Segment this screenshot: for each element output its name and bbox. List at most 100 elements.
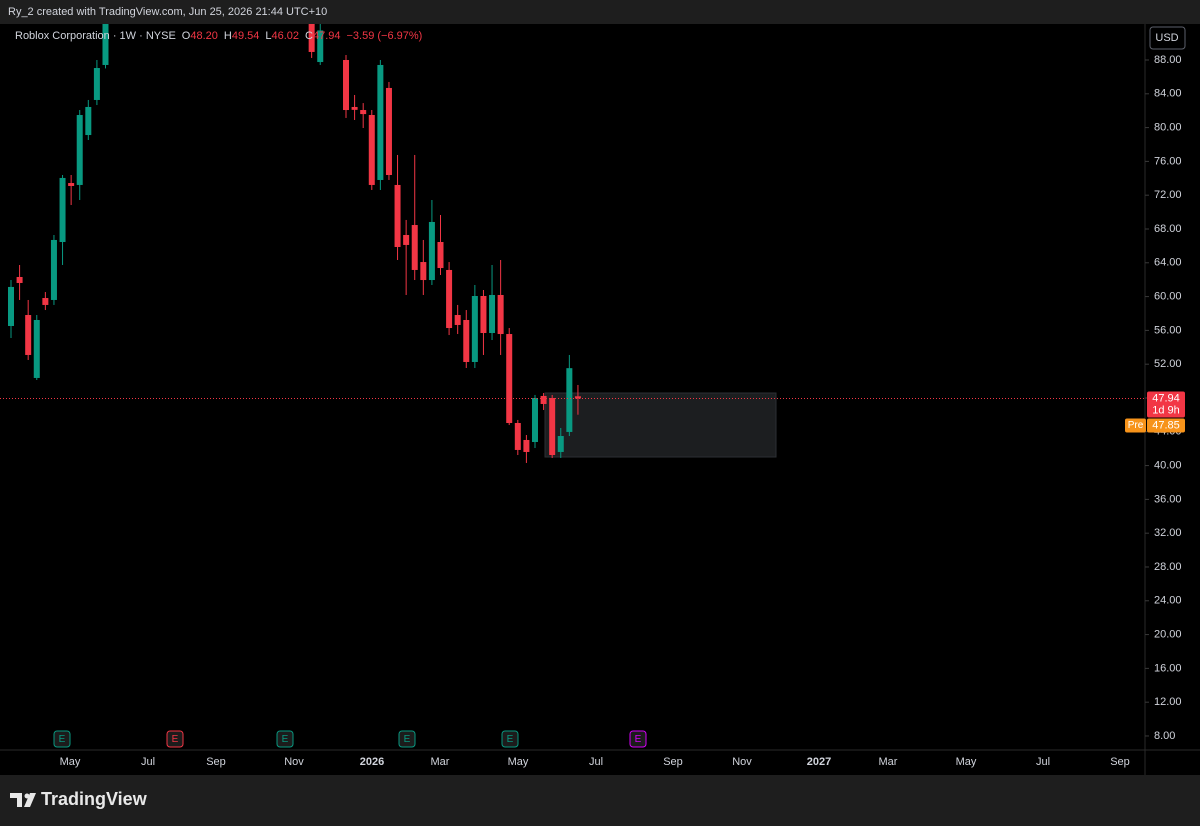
candle-body xyxy=(8,286,14,326)
y-tick-label: 8.00 xyxy=(1154,730,1175,742)
pre-badge xyxy=(1125,418,1146,433)
y-tick-label: 80.00 xyxy=(1154,121,1182,133)
candle-body xyxy=(411,225,418,270)
candle-body xyxy=(68,183,75,186)
candle-body xyxy=(540,395,547,404)
event-badge xyxy=(629,730,647,748)
legend-change: −3.59 (−6.97%) xyxy=(347,30,423,42)
x-tick-label: Mar xyxy=(879,756,898,768)
candle-body xyxy=(33,319,40,378)
candle-body xyxy=(343,59,350,111)
x-tick-label: Nov xyxy=(732,756,752,768)
brand: TradingView xyxy=(41,789,148,809)
candle-body xyxy=(557,436,564,452)
y-tick-label: 64.00 xyxy=(1154,257,1182,269)
candle-body xyxy=(93,68,100,100)
legend-key: C xyxy=(305,30,313,42)
banner: Ry_2 created with TradingView.com, Jun 2… xyxy=(8,6,327,18)
logo-mark xyxy=(10,793,36,807)
candle-body xyxy=(368,115,375,185)
y-tick-label: 40.00 xyxy=(1154,459,1182,471)
candle-body xyxy=(489,294,496,334)
candle-body xyxy=(377,64,384,180)
x-tick-label: Jul xyxy=(141,756,155,768)
y-tick-label: 28.00 xyxy=(1154,561,1182,573)
candle-body xyxy=(514,422,521,450)
y-tick-label: 60.00 xyxy=(1154,290,1182,302)
candle-body xyxy=(566,368,573,432)
legend-key: H xyxy=(224,30,232,42)
y-tick-label: 24.00 xyxy=(1154,595,1182,607)
candle-body xyxy=(76,115,83,185)
legend: Roblox Corporation · 1W · NYSE O48.20 H49.… xyxy=(15,30,422,42)
pre-price-label: 47.85 xyxy=(1152,419,1180,431)
currency[interactable]: USD xyxy=(1155,32,1178,44)
candle-body xyxy=(50,239,57,300)
legend-value: 47.94 xyxy=(313,30,341,42)
candle-body xyxy=(480,295,487,334)
candle-body xyxy=(574,396,581,399)
candle-body xyxy=(25,315,32,355)
x-tick-label: May xyxy=(508,756,529,768)
x-tick-label: Jul xyxy=(1036,756,1050,768)
candle-body xyxy=(16,276,23,283)
candle-body xyxy=(42,298,49,305)
candle-body xyxy=(385,87,392,175)
candles xyxy=(8,24,581,463)
y-tick-label: 32.00 xyxy=(1154,527,1182,539)
event-badge xyxy=(53,730,71,748)
event-badge xyxy=(501,730,519,748)
candle-body xyxy=(497,294,504,335)
pre-price-tag xyxy=(1147,418,1185,433)
event-badge xyxy=(276,730,294,748)
candle-body xyxy=(549,397,556,456)
symbol: Roblox Corporation · 1W · NYSE xyxy=(15,30,176,42)
last-price-tag xyxy=(1147,391,1185,418)
candle-body xyxy=(317,30,324,63)
event-label: E xyxy=(172,734,179,745)
candle-body xyxy=(428,221,435,281)
candle-body xyxy=(403,234,410,245)
y-tick-label: 68.00 xyxy=(1154,223,1182,235)
x-tick-label: Sep xyxy=(663,756,683,768)
currency-button[interactable] xyxy=(1149,26,1186,50)
x-tick-label: Sep xyxy=(206,756,226,768)
y-tick-label: 20.00 xyxy=(1154,628,1182,640)
candle-body xyxy=(360,110,367,115)
x-tick-label: May xyxy=(956,756,977,768)
event-label: E xyxy=(404,734,411,745)
candle-body xyxy=(437,242,444,269)
candle-body xyxy=(506,334,513,423)
candle-body xyxy=(446,269,453,329)
range-box xyxy=(544,392,777,458)
candle-body xyxy=(531,397,538,443)
event-label: E xyxy=(282,734,289,745)
x-tick-label: Mar xyxy=(431,756,450,768)
candle-body xyxy=(471,295,478,362)
y-tick-label: 76.00 xyxy=(1154,155,1182,167)
x-tick-label: Jul xyxy=(589,756,603,768)
x-tick-label: Sep xyxy=(1110,756,1130,768)
legend-key: O xyxy=(182,30,191,42)
y-tick-label: 72.00 xyxy=(1154,189,1182,201)
x-tick-label: Nov xyxy=(284,756,304,768)
pre-label: Pre xyxy=(1128,420,1144,431)
x-tick-label: 2026 xyxy=(360,756,384,768)
y-tick-label: 84.00 xyxy=(1154,88,1182,100)
brand-logo: TradingView xyxy=(10,789,148,809)
x-tick-label: May xyxy=(60,756,81,768)
candle-body xyxy=(59,177,66,243)
candle-body xyxy=(85,106,92,136)
y-tick-label: 12.00 xyxy=(1154,696,1182,708)
event-label: E xyxy=(635,734,642,745)
legend-value: 46.02 xyxy=(271,30,299,42)
event-badge xyxy=(166,730,184,748)
event-label: E xyxy=(59,734,66,745)
legend-text: Roblox Corporation · 1W · NYSE O48.20 H49.… xyxy=(15,30,422,42)
candle-body xyxy=(463,319,470,362)
legend-key: L xyxy=(265,30,271,42)
candle-body xyxy=(420,262,427,281)
event-badge xyxy=(398,730,416,748)
y-tick-label: 56.00 xyxy=(1154,324,1182,336)
